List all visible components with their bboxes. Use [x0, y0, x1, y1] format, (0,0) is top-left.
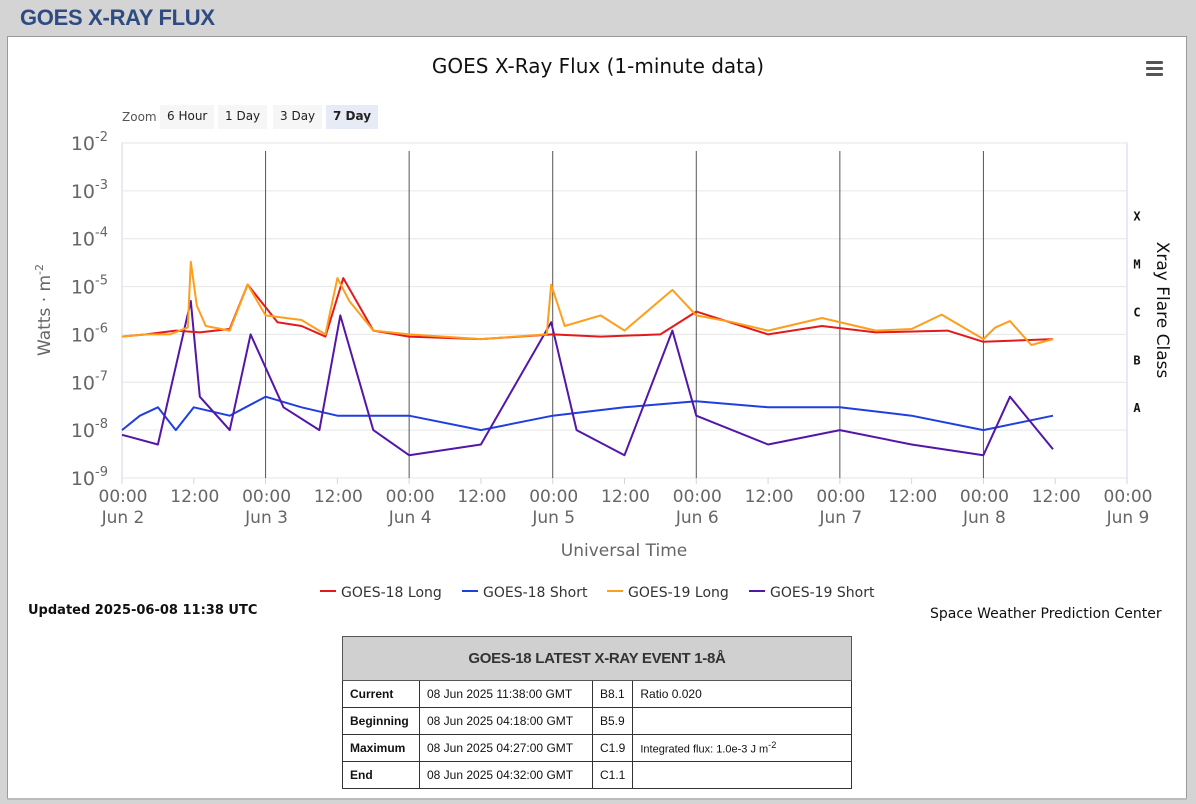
row-time: 08 Jun 2025 04:18:00 GMT: [419, 707, 593, 735]
zoom-1-day-button[interactable]: 1 Day: [218, 105, 268, 129]
x-tick-label: 00:00: [242, 487, 291, 507]
table-row: Maximum 08 Jun 2025 04:27:00 GMT C1.9 In…: [342, 734, 852, 762]
x-date-label: Jun 2: [101, 508, 145, 528]
x-tick-label: 00:00: [529, 487, 578, 507]
row-note: Ratio 0.020: [632, 680, 852, 708]
credit-text: Space Weather Prediction Center: [930, 606, 1162, 622]
x-tick-label: 12:00: [1032, 487, 1081, 507]
x-tick-label: 12:00: [314, 487, 363, 507]
row-label: Current: [342, 680, 420, 708]
series-line-goes-18-short: [121, 395, 1054, 432]
latest-xray-event-table: GOES-18 LATEST X-RAY EVENT 1-8Å Current …: [342, 636, 852, 789]
y-tick-label: 10-6: [71, 321, 108, 346]
series-line-goes-19-long: [121, 260, 1054, 346]
plot-area: [121, 142, 1128, 479]
series-line-goes-19-short: [121, 300, 1054, 457]
zoom-6-hour-button[interactable]: 6 Hour: [160, 105, 215, 129]
legend-swatch: [607, 590, 623, 592]
row-time: 08 Jun 2025 11:38:00 GMT: [419, 680, 593, 708]
right-axis-title: Xray Flare Class: [1152, 242, 1172, 379]
legend-label: GOES-18 Long: [341, 585, 442, 601]
flare-class-label: X: [1133, 210, 1141, 224]
x-date-label: Jun 8: [962, 508, 1006, 528]
event-table-header: GOES-18 LATEST X-RAY EVENT 1-8Å: [342, 636, 852, 681]
flare-class-label: B: [1133, 353, 1140, 367]
legend-swatch: [320, 590, 336, 592]
legend-item-goes18-short[interactable]: GOES-18 Short: [462, 585, 588, 601]
table-row: End 08 Jun 2025 04:32:00 GMT C1.1: [342, 761, 852, 789]
x-tick-label: 12:00: [457, 487, 506, 507]
y-tick-label: 10-3: [71, 178, 108, 203]
bottom-border: [7, 798, 1187, 800]
y-tick-label: 10-5: [71, 274, 108, 299]
zoom-7-day-button[interactable]: 7 Day: [326, 105, 379, 129]
y-tick-label: 10-7: [71, 369, 108, 394]
series-line-goes-18-long: [121, 277, 1054, 343]
x-date-label: Jun 6: [675, 508, 719, 528]
row-note: [632, 707, 852, 735]
x-tick-label: 12:00: [601, 487, 650, 507]
legend-item-goes19-long[interactable]: GOES-19 Long: [607, 585, 729, 601]
y-tick-label: 10-2: [71, 130, 108, 155]
flare-class-label: C: [1133, 305, 1140, 319]
x-tick-label: 00:00: [1104, 487, 1153, 507]
legend-label: GOES-19 Long: [628, 585, 729, 601]
row-class: C1.9: [591, 734, 634, 762]
legend-swatch: [462, 590, 478, 592]
note-text: Integrated flux: 1.0e-3 J m: [640, 743, 769, 756]
y-tick-label: 10-9: [71, 465, 108, 490]
y-tick-label: 10-8: [71, 417, 108, 442]
page-title: GOES X-RAY FLUX: [20, 5, 215, 30]
row-class: B8.1: [591, 680, 634, 708]
row-class: B5.9: [591, 707, 634, 735]
x-date-label: Jun 3: [244, 508, 288, 528]
legend-item-goes18-long[interactable]: GOES-18 Long: [320, 585, 442, 601]
x-axis-title: Universal Time: [561, 541, 687, 561]
row-class: C1.1: [591, 761, 634, 789]
updated-timestamp: Updated 2025-06-08 11:38 UTC: [28, 603, 258, 618]
x-tick-label: 12:00: [170, 487, 219, 507]
x-tick-label: 00:00: [386, 487, 435, 507]
y-axis-title: Watts · m-2: [33, 264, 55, 356]
row-label: Beginning: [342, 707, 420, 735]
y-tick-label: 10-4: [71, 226, 108, 251]
chart-title: GOES X-Ray Flux (1-minute data): [431, 54, 765, 78]
x-tick-label: 00:00: [99, 487, 148, 507]
hamburger-menu-icon[interactable]: [1142, 58, 1166, 78]
zoom-label: Zoom: [122, 110, 157, 124]
table-row: Beginning 08 Jun 2025 04:18:00 GMT B5.9: [342, 707, 852, 735]
note-superscript: -2: [768, 740, 777, 751]
x-date-label: Jun 7: [818, 508, 862, 528]
x-tick-label: 00:00: [960, 487, 1009, 507]
row-time: 08 Jun 2025 04:32:00 GMT: [419, 761, 593, 789]
page-header: GOES X-RAY FLUX: [0, 0, 1196, 36]
legend-item-goes19-short[interactable]: GOES-19 Short: [749, 585, 875, 601]
x-tick-label: 00:00: [673, 487, 722, 507]
legend-label: GOES-18 Short: [483, 585, 588, 601]
legend-label: GOES-19 Short: [770, 585, 875, 601]
x-tick-label: 12:00: [888, 487, 937, 507]
row-note: Integrated flux: 1.0e-3 J m-2: [632, 734, 852, 762]
flare-class-label: A: [1133, 401, 1141, 415]
row-time: 08 Jun 2025 04:27:00 GMT: [419, 734, 593, 762]
row-note: [632, 761, 852, 789]
note-text: Ratio 0.020: [640, 687, 702, 701]
zoom-3-day-button[interactable]: 3 Day: [273, 105, 323, 129]
legend-swatch: [749, 590, 765, 592]
flare-class-label: M: [1133, 258, 1140, 272]
x-date-label: Jun 4: [388, 508, 432, 528]
row-label: Maximum: [342, 734, 420, 762]
x-date-label: Jun 9: [1106, 508, 1150, 528]
x-tick-label: 12:00: [745, 487, 794, 507]
table-row: Current 08 Jun 2025 11:38:00 GMT B8.1 Ra…: [342, 680, 852, 708]
row-label: End: [342, 761, 420, 789]
x-tick-label: 00:00: [816, 487, 865, 507]
x-date-label: Jun 5: [531, 508, 575, 528]
